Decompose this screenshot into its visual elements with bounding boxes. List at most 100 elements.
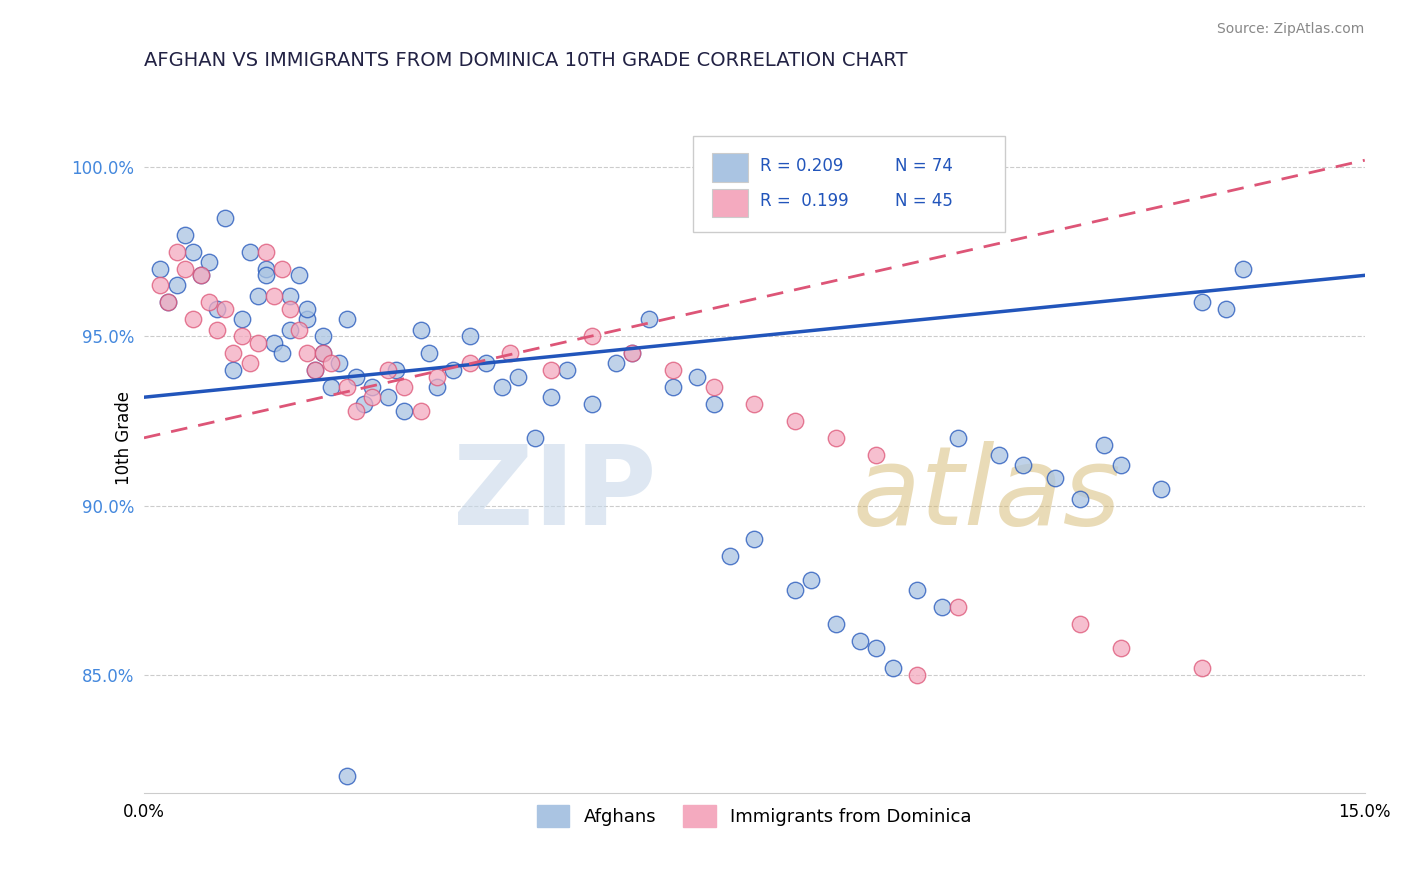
Point: [1215, 302, 1237, 317]
Point: [198, 295, 221, 310]
Point: [800, 573, 823, 587]
Point: [1191, 295, 1213, 310]
Point: [946, 600, 969, 615]
Point: [540, 363, 562, 377]
Point: [865, 640, 887, 655]
Text: Source: ZipAtlas.com: Source: ZipAtlas.com: [1216, 22, 1364, 37]
Point: [287, 322, 309, 336]
Point: [239, 244, 262, 259]
Text: atlas: atlas: [852, 442, 1121, 549]
Point: [190, 268, 212, 283]
Point: [263, 288, 285, 302]
Point: [295, 346, 318, 360]
Point: [882, 661, 904, 675]
Point: [166, 244, 188, 259]
Point: [394, 403, 416, 417]
Point: [865, 448, 887, 462]
Point: [1150, 482, 1173, 496]
Point: [686, 370, 709, 384]
Point: [1012, 458, 1035, 472]
Point: [336, 380, 359, 394]
Point: [190, 268, 212, 283]
Point: [394, 380, 416, 394]
FancyBboxPatch shape: [693, 136, 1005, 232]
Point: [377, 390, 399, 404]
Point: [271, 261, 294, 276]
Point: [491, 380, 513, 394]
Point: [336, 769, 359, 783]
Point: [409, 322, 432, 336]
Point: [181, 244, 204, 259]
Point: [1092, 437, 1115, 451]
Point: [783, 414, 806, 428]
Point: [214, 302, 236, 317]
Text: ZIP: ZIP: [453, 442, 657, 549]
Point: [321, 380, 343, 394]
Point: [1232, 261, 1254, 276]
Point: [931, 600, 953, 615]
Point: [157, 295, 180, 310]
Point: [508, 370, 530, 384]
Point: [662, 380, 685, 394]
Point: [246, 336, 269, 351]
Point: [312, 346, 335, 360]
Point: [426, 370, 449, 384]
Point: [312, 346, 335, 360]
Point: [905, 583, 928, 598]
Point: [409, 403, 432, 417]
Point: [783, 583, 806, 598]
Point: [377, 363, 399, 377]
Point: [328, 356, 350, 370]
Point: [344, 370, 367, 384]
Point: [173, 227, 195, 242]
Point: [987, 448, 1010, 462]
Point: [271, 346, 294, 360]
Point: [312, 329, 335, 343]
Point: [214, 211, 236, 225]
Point: [231, 312, 253, 326]
Point: [744, 533, 766, 547]
Point: [149, 261, 172, 276]
Point: [360, 390, 382, 404]
Point: [181, 312, 204, 326]
Point: [263, 336, 285, 351]
Point: [304, 363, 326, 377]
Point: [254, 261, 277, 276]
Point: [905, 668, 928, 682]
FancyBboxPatch shape: [711, 189, 748, 218]
Point: [295, 312, 318, 326]
Point: [295, 302, 318, 317]
Point: [441, 363, 464, 377]
Point: [239, 356, 262, 370]
Point: [621, 346, 644, 360]
Point: [344, 403, 367, 417]
Text: N = 45: N = 45: [894, 192, 953, 211]
Point: [222, 346, 245, 360]
Point: [304, 363, 326, 377]
Point: [360, 380, 382, 394]
Point: [173, 261, 195, 276]
Point: [523, 431, 546, 445]
Point: [205, 302, 228, 317]
Point: [149, 278, 172, 293]
Point: [499, 346, 522, 360]
FancyBboxPatch shape: [711, 153, 748, 182]
Point: [231, 329, 253, 343]
Point: [849, 634, 872, 648]
Point: [254, 268, 277, 283]
Point: [385, 363, 408, 377]
Point: [744, 397, 766, 411]
Point: [1045, 471, 1067, 485]
Point: [336, 312, 359, 326]
Legend: Afghans, Immigrants from Dominica: Afghans, Immigrants from Dominica: [530, 797, 979, 834]
Point: [353, 397, 375, 411]
Point: [321, 356, 343, 370]
Text: R = 0.209: R = 0.209: [761, 156, 844, 175]
Point: [280, 322, 302, 336]
Point: [824, 617, 846, 632]
Point: [157, 295, 180, 310]
Point: [703, 397, 725, 411]
Point: [418, 346, 440, 360]
Point: [581, 329, 603, 343]
Point: [287, 268, 309, 283]
